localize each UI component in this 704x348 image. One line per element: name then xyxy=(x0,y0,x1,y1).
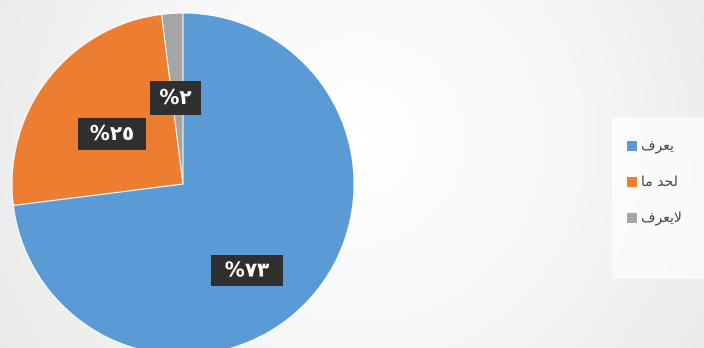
data-label-text-2: %٢٥ xyxy=(90,121,134,145)
legend-item-dont-know: لايعرف xyxy=(612,208,704,228)
data-label-3: %٢ xyxy=(150,81,201,115)
data-label-box-1 xyxy=(211,255,283,286)
data-label-box-3 xyxy=(150,81,201,115)
data-label-1: %٧٣ xyxy=(211,255,283,286)
data-label-box-2 xyxy=(78,118,146,150)
legend-label-somewhat: لحد ما xyxy=(641,174,678,190)
legend-item-somewhat: لحد ما xyxy=(612,172,704,192)
legend-swatch-somewhat xyxy=(627,177,637,187)
legend-label-know: يعرف xyxy=(641,138,674,154)
data-label-text-1: %٧٣ xyxy=(225,258,269,282)
legend-swatch-know xyxy=(627,141,637,151)
legend-swatch-dont-know xyxy=(627,213,637,223)
data-label-text-3: %٢ xyxy=(159,85,191,109)
legend: يعرف لحد ما لايعرف xyxy=(612,117,704,279)
legend-item-know: يعرف xyxy=(612,136,704,156)
data-label-2: %٢٥ xyxy=(78,118,146,150)
pie-slice-2 xyxy=(11,13,184,206)
legend-label-dont-know: لايعرف xyxy=(641,210,682,226)
